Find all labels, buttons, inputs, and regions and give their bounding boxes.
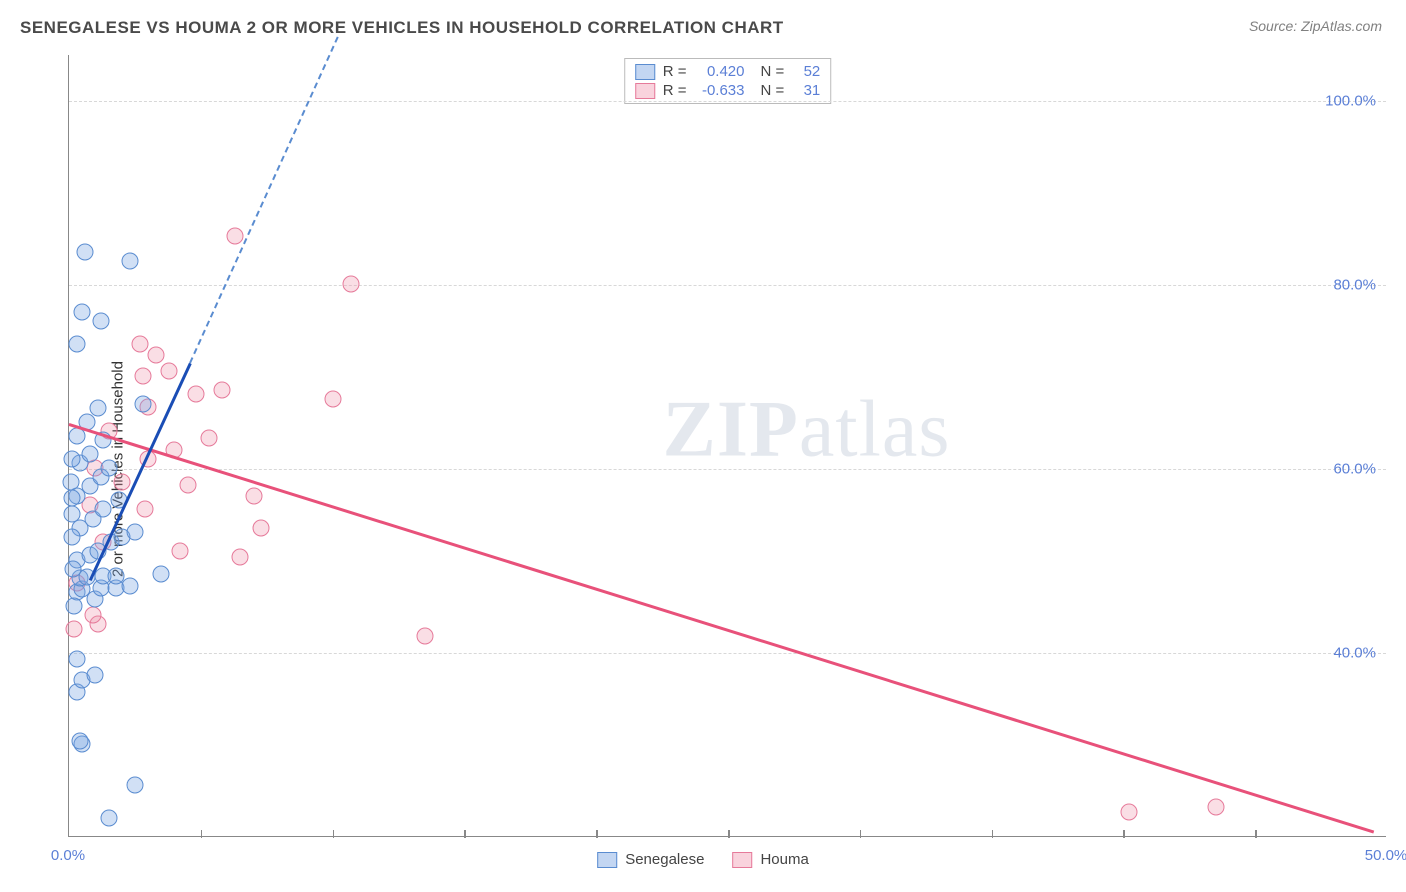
x-tick-label: 50.0% (1365, 847, 1406, 864)
bottom-legend: Senegalese Houma (597, 851, 809, 868)
watermark-zip: ZIP (663, 385, 799, 473)
data-point (68, 335, 85, 352)
data-point (84, 607, 101, 624)
x-tick-minor (201, 830, 203, 838)
legend-item: Houma (732, 851, 808, 868)
data-point (126, 524, 143, 541)
data-point (253, 519, 270, 536)
legend-swatch (597, 852, 617, 868)
legend-item: Senegalese (597, 851, 704, 868)
data-point (95, 501, 112, 518)
data-point (137, 501, 154, 518)
gridline-h (69, 101, 1386, 102)
gridline-h (69, 469, 1386, 470)
x-tick-minor (860, 830, 862, 838)
data-point (161, 363, 178, 380)
data-point (132, 335, 149, 352)
data-point (63, 473, 80, 490)
data-point (1207, 798, 1224, 815)
data-point (200, 429, 217, 446)
x-tick-minor (728, 830, 730, 838)
x-tick-label: 0.0% (51, 847, 85, 864)
data-point (63, 450, 80, 467)
watermark: ZIPatlas (663, 384, 951, 475)
stat-n-label: N = (761, 82, 785, 99)
legend-label: Senegalese (625, 851, 704, 868)
gridline-h (69, 653, 1386, 654)
data-point (324, 391, 341, 408)
data-point (108, 567, 125, 584)
y-tick-label: 40.0% (1333, 645, 1376, 662)
data-point (153, 565, 170, 582)
data-point (87, 667, 104, 684)
gridline-h (69, 285, 1386, 286)
stat-row: R = 0.420 N = 52 (635, 62, 821, 81)
x-tick-minor (1255, 830, 1257, 838)
data-point (134, 395, 151, 412)
data-point (187, 386, 204, 403)
data-point (1120, 804, 1137, 821)
x-tick-minor (992, 830, 994, 838)
data-point (134, 368, 151, 385)
data-point (213, 381, 230, 398)
data-point (66, 598, 83, 615)
x-tick-minor (596, 830, 598, 838)
x-tick-minor (464, 830, 466, 838)
data-point (232, 549, 249, 566)
data-point (71, 733, 88, 750)
x-tick-minor (1123, 830, 1125, 838)
stat-r-label: R = (663, 63, 687, 80)
data-point (82, 446, 99, 463)
trendline (69, 423, 1375, 833)
y-tick-label: 80.0% (1333, 277, 1376, 294)
y-tick-label: 60.0% (1333, 461, 1376, 478)
data-point (63, 490, 80, 507)
data-point (126, 777, 143, 794)
data-point (63, 529, 80, 546)
data-point (74, 303, 91, 320)
stat-n-value: 31 (792, 82, 820, 99)
data-point (245, 487, 262, 504)
data-point (64, 561, 81, 578)
chart-title: SENEGALESE VS HOUMA 2 OR MORE VEHICLES I… (20, 18, 784, 38)
stat-r-value: -0.633 (695, 82, 745, 99)
data-point (343, 276, 360, 293)
chart-container: 2 or more Vehicles in Household ZIPatlas… (20, 55, 1386, 882)
stat-n-label: N = (761, 63, 785, 80)
data-point (89, 400, 106, 417)
data-point (121, 253, 138, 270)
data-point (63, 506, 80, 523)
x-tick-minor (333, 830, 335, 838)
data-point (76, 243, 93, 260)
legend-swatch (732, 852, 752, 868)
data-point (416, 628, 433, 645)
watermark-atlas: atlas (799, 385, 951, 473)
data-point (68, 651, 85, 668)
plot-area: ZIPatlas R = 0.420 N = 52 R = -0.633 N = 31 40.… (68, 55, 1386, 837)
stat-r-value: 0.420 (695, 63, 745, 80)
data-point (227, 228, 244, 245)
source-label: Source: ZipAtlas.com (1249, 18, 1382, 34)
legend-swatch (635, 83, 655, 99)
data-point (171, 542, 188, 559)
y-tick-label: 100.0% (1325, 93, 1376, 110)
stat-r-label: R = (663, 82, 687, 99)
legend-swatch (635, 64, 655, 80)
data-point (113, 473, 130, 490)
stat-row: R = -0.633 N = 31 (635, 81, 821, 100)
data-point (92, 312, 109, 329)
data-point (179, 477, 196, 494)
data-point (147, 346, 164, 363)
stat-n-value: 52 (792, 63, 820, 80)
data-point (100, 809, 117, 826)
data-point (66, 621, 83, 638)
legend-label: Houma (760, 851, 808, 868)
stats-legend-box: R = 0.420 N = 52 R = -0.633 N = 31 (624, 58, 832, 104)
data-point (100, 460, 117, 477)
trendline-extrapolated (189, 37, 338, 363)
